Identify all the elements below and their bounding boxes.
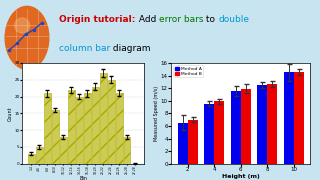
Bar: [60, 137, 67, 164]
Bar: [44, 93, 51, 164]
Y-axis label: Count: Count: [8, 106, 13, 121]
Bar: [268, 84, 277, 164]
Bar: [241, 89, 251, 164]
Bar: [108, 80, 115, 164]
Bar: [84, 93, 91, 164]
Bar: [284, 72, 294, 164]
X-axis label: Bin: Bin: [79, 176, 87, 180]
Bar: [124, 137, 131, 164]
Text: diagram: diagram: [110, 44, 151, 53]
Bar: [204, 104, 214, 164]
Text: Add: Add: [136, 15, 159, 24]
Bar: [92, 87, 99, 164]
Bar: [178, 123, 188, 164]
X-axis label: Height (m): Height (m): [222, 174, 260, 179]
Bar: [28, 154, 35, 164]
Bar: [257, 85, 268, 164]
Bar: [188, 120, 198, 164]
Y-axis label: Measured Speed (m/s): Measured Speed (m/s): [154, 86, 159, 141]
Text: column bar: column bar: [59, 44, 110, 53]
Bar: [214, 102, 224, 164]
Bar: [100, 73, 107, 164]
Text: double: double: [218, 15, 249, 24]
Bar: [116, 93, 123, 164]
Ellipse shape: [15, 18, 29, 33]
Text: error bars: error bars: [159, 15, 203, 24]
Legend: Method A, Method B: Method A, Method B: [173, 65, 203, 77]
Bar: [68, 90, 75, 164]
Bar: [76, 97, 83, 164]
Ellipse shape: [5, 6, 49, 69]
Text: to: to: [203, 15, 218, 24]
Bar: [36, 147, 43, 164]
Text: Origin tutorial:: Origin tutorial:: [59, 15, 136, 24]
Bar: [231, 91, 241, 164]
Bar: [52, 110, 59, 164]
Bar: [294, 72, 304, 164]
